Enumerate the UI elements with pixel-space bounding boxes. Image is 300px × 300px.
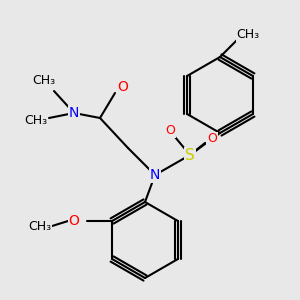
Text: O: O — [165, 124, 175, 137]
Text: CH₃: CH₃ — [24, 115, 48, 128]
Text: CH₃: CH₃ — [32, 74, 56, 88]
Text: O: O — [118, 80, 128, 94]
Text: N: N — [69, 106, 79, 120]
Text: S: S — [185, 148, 195, 163]
Text: O: O — [69, 214, 80, 228]
Text: CH₃: CH₃ — [28, 220, 52, 233]
Text: N: N — [150, 168, 160, 182]
Text: O: O — [207, 133, 217, 146]
Text: CH₃: CH₃ — [236, 28, 260, 41]
